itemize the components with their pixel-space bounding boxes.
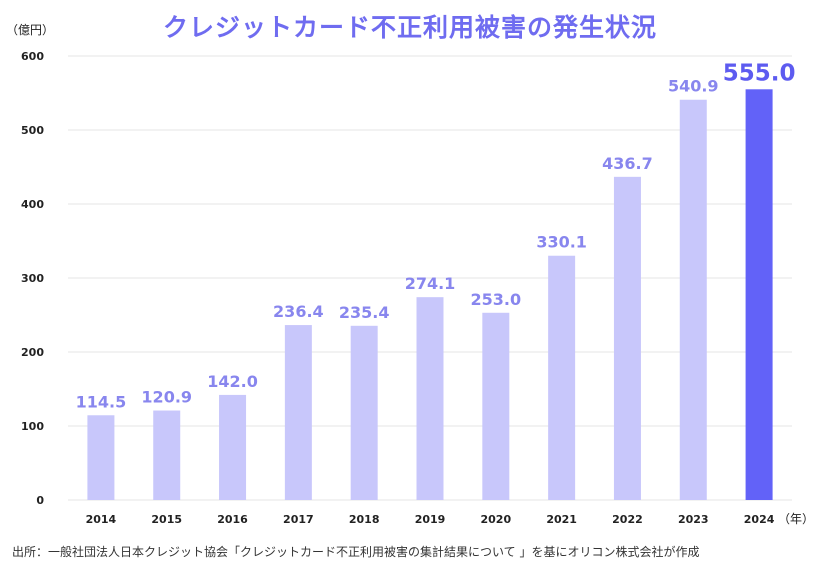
x-tick-label-2018: 2018 (349, 513, 380, 526)
x-tick-label-2023: 2023 (678, 513, 709, 526)
y-tick-label: 300 (21, 272, 44, 285)
value-labels: 114.5 120.9 142.0 236.4 235.4 274.1 253.0 330.1… (76, 60, 796, 411)
x-tick-label-2024: 2024 (744, 513, 775, 526)
x-tick-label-2020: 2020 (481, 513, 512, 526)
x-tick-label-2019: 2019 (415, 513, 446, 526)
value-label-2022: 436.7 (602, 154, 653, 173)
bar-2020 (482, 312, 510, 500)
bar-2019 (416, 297, 444, 500)
source-note: 出所：一般社団法人日本クレジット協会「クレジットカード不正利用被害の集計結果につ… (12, 545, 700, 559)
y-tick-label: 500 (21, 124, 44, 137)
y-tick-label: 0 (36, 494, 44, 507)
bar-2022 (613, 176, 641, 501)
value-label-2021: 330.1 (536, 233, 587, 252)
bar-2015 (153, 410, 181, 500)
x-tick-label-2015: 2015 (151, 513, 182, 526)
x-tick-label-2022: 2022 (612, 513, 643, 526)
bar-2021 (548, 255, 576, 500)
bar-2023 (679, 99, 707, 500)
x-tick-label-2017: 2017 (283, 513, 314, 526)
bar-2017 (284, 325, 312, 500)
y-tick-label: 100 (21, 420, 44, 433)
y-tick-label: 200 (21, 346, 44, 359)
x-axis-unit-label: （年） (778, 512, 814, 526)
value-label-2016: 142.0 (207, 372, 258, 391)
x-tick-label-2016: 2016 (217, 513, 248, 526)
value-label-2018: 235.4 (339, 303, 390, 322)
value-label-2015: 120.9 (141, 388, 192, 407)
bar-2018 (350, 325, 378, 500)
chart-title: クレジットカード不正利用被害の発生状況 (162, 13, 657, 42)
value-label-2014: 114.5 (76, 392, 127, 411)
value-label-2024: 555.0 (723, 60, 796, 86)
x-tick-label-2021: 2021 (546, 513, 577, 526)
bar-2024 (745, 89, 773, 501)
bar-2014 (87, 415, 115, 500)
bar-chart: （億円） 0 100 200 300 400 500 600 114.5 120.9 142.0… (6, 23, 814, 526)
value-label-2017: 236.4 (273, 302, 324, 321)
value-label-2019: 274.1 (405, 274, 456, 293)
y-tick-label: 400 (21, 198, 44, 211)
y-axis-unit-label: （億円） (6, 23, 54, 37)
value-label-2020: 253.0 (471, 290, 522, 309)
value-label-2023: 540.9 (668, 77, 719, 96)
x-axis-ticks: 2014 2015 2016 2017 2018 2019 2020 2021 2022 2023… (86, 513, 775, 526)
y-tick-label: 600 (21, 50, 44, 63)
bars (87, 89, 773, 501)
y-axis-ticks: 0 100 200 300 400 500 600 (21, 50, 44, 507)
bar-2016 (219, 394, 247, 500)
x-tick-label-2014: 2014 (86, 513, 117, 526)
